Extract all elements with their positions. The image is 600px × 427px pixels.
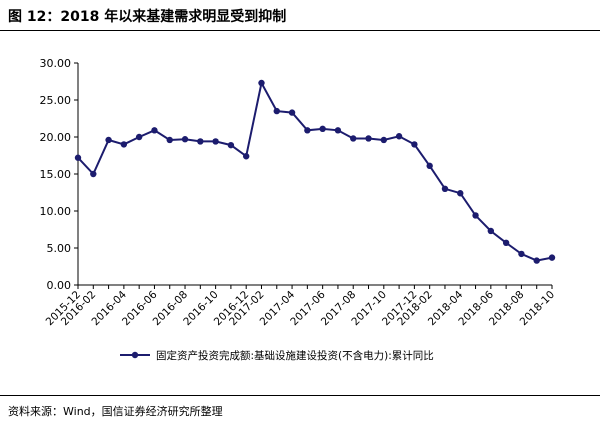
y-tick-label: 0.00 — [47, 279, 72, 292]
legend-label: 固定资产投资完成额:基础设施建设投资(不含电力):累计同比 — [156, 349, 434, 362]
data-point — [365, 135, 372, 142]
data-point — [105, 136, 112, 144]
data-point — [457, 190, 464, 197]
data-point — [151, 127, 158, 134]
data-point — [518, 250, 525, 258]
chart-container: 0.00 5.00 10.00 15.00 20.00 25.00 30.00 2015-12… — [0, 30, 600, 395]
y-tick-label: 25.00 — [40, 94, 72, 107]
data-point — [472, 212, 479, 219]
data-point — [273, 107, 280, 115]
data-point — [380, 136, 388, 144]
data-point — [411, 141, 418, 148]
data-point — [120, 141, 128, 148]
y-tick-label: 5.00 — [47, 242, 72, 255]
data-point — [90, 170, 97, 178]
data-point — [350, 135, 357, 142]
line-chart: 0.005.0010.0015.0020.0025.0030.002015-12… — [40, 57, 558, 362]
figure-header: 图 12：2018 年以来基建需求明显受到抑制 — [0, 0, 600, 31]
data-point — [242, 153, 250, 160]
series-line — [77, 80, 553, 262]
data-point — [395, 133, 403, 140]
figure-title: 图 12：2018 年以来基建需求明显受到抑制 — [8, 9, 287, 25]
data-point — [319, 125, 326, 133]
data-point — [288, 109, 296, 116]
data-point — [74, 154, 82, 161]
data-point — [212, 138, 219, 145]
data-point — [304, 127, 311, 134]
legend-marker — [131, 351, 139, 359]
data-point — [441, 185, 449, 192]
data-point — [334, 127, 342, 134]
source-note: 资料来源：Wind，国信证券经济研究所整理 — [8, 405, 223, 418]
y-tick-label: 30.00 — [40, 57, 72, 70]
data-point — [487, 227, 495, 235]
data-point — [502, 239, 510, 247]
data-point — [227, 141, 235, 149]
data-point — [135, 133, 143, 141]
data-point — [258, 79, 265, 87]
data-point — [548, 254, 556, 261]
y-tick-label: 10.00 — [40, 205, 72, 218]
data-point — [166, 136, 173, 144]
data-point — [533, 257, 540, 264]
data-point — [197, 138, 204, 145]
y-tick-label: 15.00 — [40, 168, 72, 181]
figure-footer: 资料来源：Wind，国信证券经济研究所整理 — [0, 395, 600, 427]
data-point — [181, 136, 189, 143]
data-point — [426, 162, 433, 170]
y-tick-label: 20.00 — [40, 131, 72, 144]
